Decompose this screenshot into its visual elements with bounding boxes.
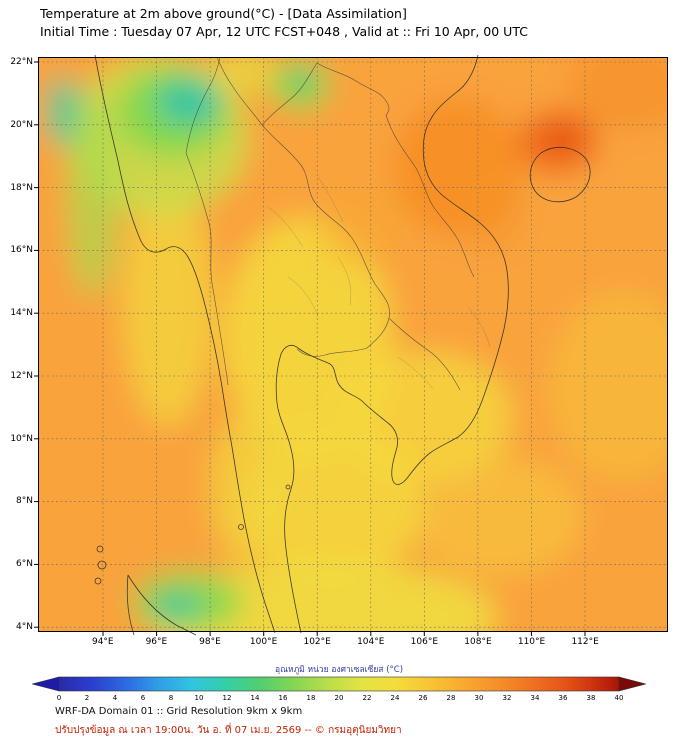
latitude-tick-label: 20°N (10, 119, 33, 130)
longitude-tick-label: 98°E (199, 637, 221, 647)
borders-layer (185, 56, 475, 391)
colorbar-tick-label: 20 (334, 694, 344, 702)
longitude-tick-label: 106°E (410, 637, 439, 647)
province-lines-layer (267, 176, 491, 390)
colorbar-tick-label: 36 (558, 694, 568, 702)
colorbar-tick-label: 24 (390, 694, 400, 702)
colorbar-tick-label: 22 (362, 694, 372, 702)
colorbar-tick-label: 14 (250, 694, 260, 702)
colorbar-tick-label: 16 (278, 694, 288, 702)
update-copyright-info: ปรับปรุงข้อมูล ณ เวลา 19:00น. วัน อ. ที่… (55, 725, 402, 736)
longitude-tick-label: 100°E (249, 637, 278, 647)
colorbar-tick-label: 0 (56, 694, 62, 702)
colorbar-gradient (32, 676, 646, 692)
grid-lines (38, 57, 668, 632)
latitude-tick-label: 4°N (16, 621, 33, 632)
colorbar-tick-label: 6 (140, 694, 146, 702)
colorbar-tick-label: 12 (222, 694, 232, 702)
latitude-tick-label: 14°N (10, 308, 33, 319)
longitude-tick-label: 96°E (145, 637, 168, 647)
colorbar-right-arrow (618, 676, 646, 692)
latitude-tick-label: 22°N (10, 57, 33, 67)
colorbar-tick-label: 38 (586, 694, 596, 702)
coastlines-layer (94, 54, 591, 636)
temperature-field (38, 57, 668, 632)
longitude-tick-label: 104°E (357, 637, 385, 647)
colorbar-tick-label: 4 (112, 694, 118, 702)
axis-tick-marks (34, 61, 586, 636)
latitude-tick-label: 8°N (16, 496, 33, 507)
temperature-map (34, 54, 668, 636)
colorbar-tick-label: 26 (418, 694, 428, 702)
colorbar-tick-label: 32 (502, 694, 512, 702)
colorbar-tick-label: 40 (614, 694, 624, 702)
colorbar-tick-label: 8 (168, 694, 174, 702)
colorbar-scale: 0 2 4 6 8 10 12 14 16 18 20 22 24 26 28 30 32 34 36 38 40 (49, 694, 629, 703)
longitude-axis: 94°E 96°E 98°E 100°E 102°E 104°E 106°E 108°E 110… (76, 636, 612, 648)
colorbar-tick-label: 28 (446, 694, 456, 702)
longitude-tick-label: 108°E (464, 637, 492, 647)
colorbar-title: อุณหภูมิ หน่วย องศาเซลเซียส (°C) (274, 665, 404, 675)
longitude-tick-label: 112°E (571, 637, 599, 647)
page-title: Temperature at 2m above ground(°C) - [Da… (40, 6, 407, 21)
latitude-axis: 22°N 20°N 18°N 16°N 14°N 12°N 10°N 8°N 6°N 4°N (0, 56, 35, 633)
longitude-tick-label: 102°E (303, 637, 331, 647)
model-domain-info: WRF-DA Domain 01 :: Grid Resolution 9km … (55, 706, 303, 717)
latitude-tick-label: 16°N (10, 245, 33, 256)
colorbar-ramp (58, 676, 620, 692)
colorbar-left-arrow (32, 676, 60, 692)
colorbar-tick-label: 34 (530, 694, 540, 702)
colorbar-tick-label: 10 (194, 694, 204, 702)
colorbar-tick-label: 30 (474, 694, 484, 702)
map-frame-border (38, 57, 668, 632)
longitude-tick-label: 94°E (91, 637, 114, 647)
map-area (34, 54, 668, 636)
latitude-tick-label: 6°N (16, 559, 33, 570)
colorbar-tick-label: 2 (84, 694, 90, 702)
page-subtitle: Initial Time : Tuesday 07 Apr, 12 UTC FC… (40, 24, 528, 39)
latitude-tick-label: 18°N (10, 182, 33, 193)
latitude-tick-label: 12°N (10, 370, 33, 381)
longitude-tick-label: 110°E (517, 637, 546, 647)
latitude-tick-label: 10°N (10, 433, 33, 444)
colorbar-tick-label: 18 (306, 694, 316, 702)
